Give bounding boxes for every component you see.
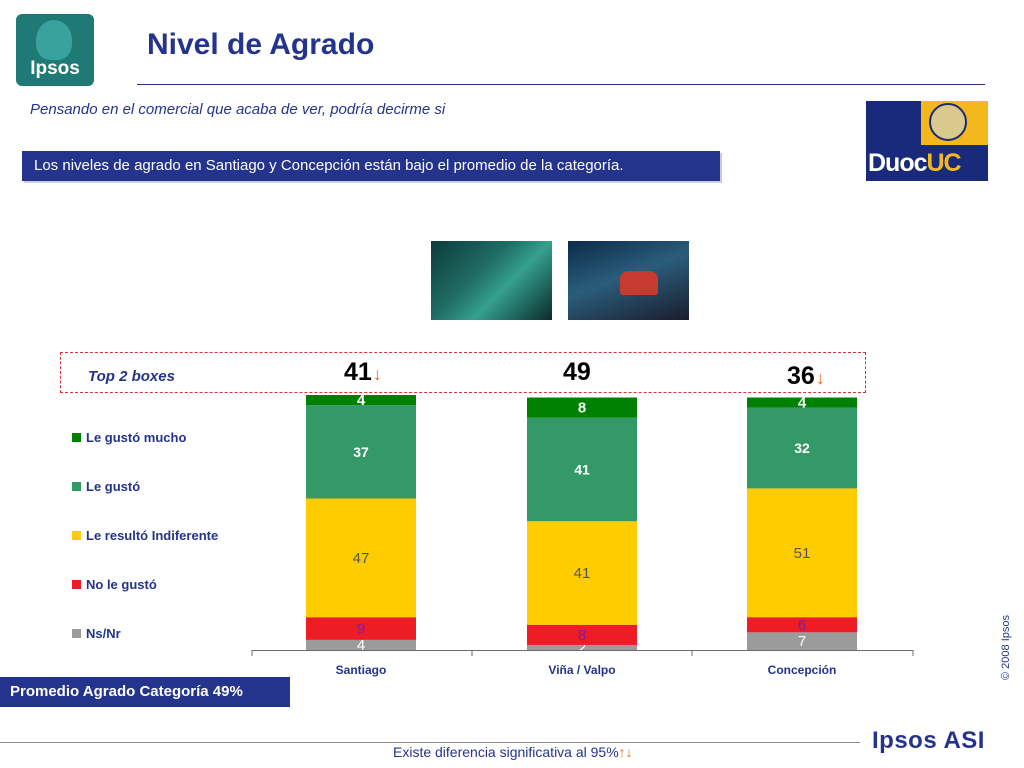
data-label: 4 bbox=[357, 392, 366, 409]
legend-item: Le resultó Indiferente bbox=[72, 528, 218, 543]
data-label: 2 bbox=[578, 639, 586, 656]
bar-segment bbox=[306, 395, 416, 406]
legend-label: Le gustó mucho bbox=[86, 430, 187, 445]
legend-swatch bbox=[72, 433, 81, 442]
bar-segment bbox=[747, 632, 857, 650]
bar-segment bbox=[527, 644, 637, 650]
legend-label: No le gustó bbox=[86, 577, 157, 592]
data-label: 9 bbox=[357, 621, 365, 638]
x-tick-label: Viña / Valpo bbox=[548, 663, 615, 677]
bar-segment bbox=[306, 498, 416, 618]
data-label: 37 bbox=[353, 444, 369, 460]
data-label: 7 bbox=[798, 633, 806, 650]
arrow-down-icon: ↓ bbox=[625, 744, 633, 760]
title-divider bbox=[137, 84, 985, 85]
x-tick-label: Santiago bbox=[336, 663, 387, 677]
data-label: 4 bbox=[357, 637, 365, 654]
commercial-photo-car bbox=[568, 241, 689, 320]
ipsos-logo-text: Ipsos bbox=[30, 58, 80, 79]
bar-segment bbox=[527, 397, 637, 418]
car-shape bbox=[620, 271, 658, 295]
data-label: 6 bbox=[798, 617, 806, 634]
x-tick-label: Concepción bbox=[768, 663, 837, 677]
legend-item: Le gustó bbox=[72, 479, 140, 494]
finding-banner: Los niveles de agrado en Santiago y Conc… bbox=[22, 151, 720, 181]
data-label: 4 bbox=[798, 395, 807, 412]
bar-segment bbox=[527, 521, 637, 625]
legend-item: Le gustó mucho bbox=[72, 430, 186, 445]
top2-value-vina: 49 bbox=[563, 358, 591, 386]
ipsos-logo: Ipsos bbox=[16, 14, 94, 86]
bar-segment bbox=[306, 617, 416, 640]
legend-label: Le gustó bbox=[86, 479, 141, 494]
duocuc-logo: DuocUC bbox=[866, 101, 988, 181]
page-title: Nivel de Agrado bbox=[147, 28, 375, 61]
legend-swatch bbox=[72, 531, 81, 540]
survey-question: Pensando en el comercial que acaba de ve… bbox=[30, 101, 446, 118]
bar-segment bbox=[747, 397, 857, 408]
legend-swatch bbox=[72, 482, 81, 491]
data-label: 41 bbox=[574, 565, 591, 582]
bar-segment bbox=[306, 405, 416, 499]
bar-segment bbox=[747, 407, 857, 489]
data-label: 8 bbox=[578, 400, 586, 417]
arrow-up-icon: ↑ bbox=[618, 744, 626, 760]
data-label: 47 bbox=[353, 550, 370, 567]
top2-dashed-box bbox=[60, 352, 866, 393]
data-label: 41 bbox=[574, 461, 590, 477]
data-label: 8 bbox=[578, 627, 586, 644]
arrow-down-icon: ↓ bbox=[815, 368, 825, 388]
legend-swatch bbox=[72, 580, 81, 589]
legend-label: Le resultó Indiferente bbox=[86, 528, 219, 543]
arrow-down-icon: ↓ bbox=[372, 364, 382, 384]
bar-segment bbox=[527, 624, 637, 645]
bar-segment bbox=[306, 639, 416, 650]
bar-segment bbox=[747, 488, 857, 618]
footer-note: Existe diferencia significativa al 95%↑↓ bbox=[393, 744, 633, 760]
category-average-label: Promedio Agrado Categoría 49% bbox=[0, 677, 290, 707]
top2-value-concepcion: 36↓ bbox=[787, 362, 825, 390]
copyright: © 2008 Ipsos bbox=[1000, 615, 1012, 680]
legend-label: Ns/Nr bbox=[86, 626, 121, 641]
uc-text: UC bbox=[926, 149, 962, 177]
legend-item: No le gustó bbox=[72, 577, 157, 592]
seal-icon bbox=[929, 103, 967, 141]
top2-value-santiago: 41↓ bbox=[344, 358, 382, 386]
ipsos-asi-logo: Ipsos ASI bbox=[872, 727, 985, 754]
footer-divider bbox=[0, 742, 860, 743]
bar-segment bbox=[527, 417, 637, 522]
top2-label: Top 2 boxes bbox=[88, 368, 175, 385]
data-label: 32 bbox=[794, 440, 810, 456]
ipsos-head-icon bbox=[36, 20, 72, 60]
duoc-text: Duoc bbox=[868, 149, 927, 177]
bar-segment bbox=[747, 617, 857, 633]
commercial-photo-studio bbox=[431, 241, 552, 320]
legend-item: Ns/Nr bbox=[72, 626, 121, 641]
data-label: 51 bbox=[794, 545, 811, 562]
legend-swatch bbox=[72, 629, 81, 638]
